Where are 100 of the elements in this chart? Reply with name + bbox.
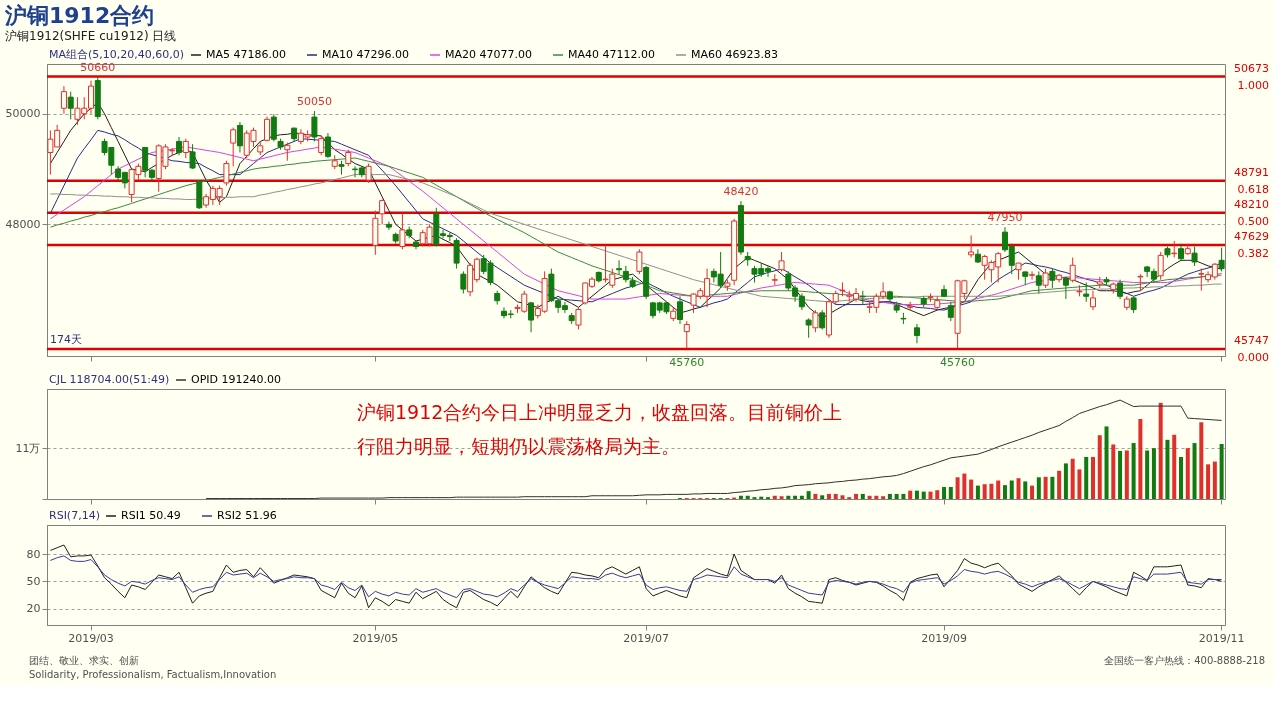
bar — [1104, 426, 1109, 499]
bar — [975, 485, 980, 499]
bar — [1084, 456, 1089, 499]
legend-title: CJL 118704.00(51:49) — [49, 373, 170, 386]
annotation: 45760 — [940, 356, 976, 370]
bar — [854, 493, 859, 499]
bar — [881, 496, 886, 499]
bar — [1118, 450, 1123, 499]
y-tick-label: 50 — [26, 574, 41, 588]
bar — [1219, 444, 1224, 499]
bar — [1009, 480, 1014, 499]
legend-label: MA60 46923.83 — [691, 48, 778, 61]
candlestick — [379, 198, 386, 225]
text: Solidarity, Professionalism, Factualism,Innovation — [29, 669, 277, 680]
bar — [1043, 476, 1048, 499]
y-tick-label: 50000 — [5, 107, 41, 121]
bar — [1070, 458, 1075, 499]
candlestick — [270, 113, 277, 142]
candlestick — [230, 127, 237, 167]
annotation: 50660 — [80, 61, 116, 75]
candlestick — [1157, 251, 1164, 281]
candlestick — [318, 135, 325, 156]
bar — [914, 490, 919, 499]
bar — [1050, 476, 1055, 499]
bar — [860, 493, 865, 499]
bar — [1057, 470, 1062, 499]
candlestick — [636, 248, 643, 275]
bar — [996, 480, 1001, 499]
candlestick — [182, 138, 189, 159]
candlestick — [1089, 290, 1096, 311]
bar — [779, 496, 784, 499]
ref-line-label: 47629 0.382 — [1234, 229, 1269, 260]
candlestick — [189, 143, 196, 170]
candlestick — [812, 309, 819, 333]
bar — [887, 493, 892, 499]
candlestick — [1069, 257, 1076, 283]
x-tick-label: 2019/03 — [68, 631, 114, 645]
bar — [928, 491, 933, 499]
candlestick — [575, 306, 582, 330]
bar — [935, 490, 940, 499]
bar — [894, 493, 899, 499]
bar — [1172, 434, 1177, 499]
candlestick — [913, 323, 920, 344]
chart-title: 沪铜1912合约 — [4, 3, 155, 28]
bar — [1036, 477, 1041, 499]
bar — [867, 495, 872, 499]
ref-line-label: 50673 1.000 — [1234, 61, 1269, 92]
y-tick-label: 11万 — [15, 441, 41, 455]
annotation: 45760 — [669, 356, 705, 370]
bar — [962, 473, 967, 499]
legend-title: RSI(7,14) — [49, 509, 100, 522]
bar — [840, 495, 845, 499]
candlestick — [264, 116, 271, 142]
candlestick — [1042, 268, 1049, 289]
bar — [826, 493, 831, 499]
line-series — [49, 555, 1223, 599]
bar — [793, 495, 798, 499]
candlestick — [819, 309, 826, 330]
ref-line-label: 48210 0.500 — [1234, 197, 1269, 228]
bar — [1002, 485, 1007, 499]
candlestick — [453, 237, 460, 270]
bar — [1206, 464, 1211, 499]
y-tick-label: 20 — [26, 602, 41, 616]
x-tick-label: 2019/09 — [921, 631, 967, 645]
candlestick — [223, 160, 230, 187]
candlestick — [311, 110, 318, 142]
candlestick — [1191, 246, 1198, 267]
ref-line-label: 45747 0.000 — [1234, 333, 1269, 364]
candlestick — [385, 221, 392, 231]
legend-label: MA20 47077.00 — [445, 48, 532, 61]
candlestick — [1218, 247, 1225, 272]
bar — [1199, 422, 1204, 499]
candlestick — [1117, 279, 1124, 300]
y-tick-label: 48000 — [5, 217, 41, 231]
candlestick — [236, 121, 243, 153]
x-tick-label: 2019/05 — [352, 631, 399, 645]
legend-title: MA组合(5,10,20,40,60,0) — [49, 48, 185, 61]
bar — [1030, 485, 1035, 499]
bar — [1212, 461, 1217, 499]
candlestick — [67, 91, 74, 120]
legend-label: OPID 191240.00 — [191, 373, 281, 386]
candlestick — [616, 259, 623, 275]
candlestick — [528, 301, 535, 333]
candlestick — [284, 142, 291, 162]
candlestick — [60, 85, 67, 115]
bar — [955, 477, 960, 499]
bar — [1111, 444, 1116, 499]
candlestick — [947, 301, 954, 322]
bar — [799, 495, 804, 499]
bar — [1131, 443, 1136, 499]
bar — [1178, 456, 1183, 499]
bar — [1165, 439, 1170, 499]
bar — [1097, 435, 1102, 499]
bar — [786, 495, 791, 499]
bar — [1023, 481, 1028, 499]
candlestick — [324, 132, 331, 159]
bar — [942, 486, 947, 499]
text: 团结、敬业、求实、创新 — [29, 655, 139, 666]
bar — [806, 491, 811, 499]
candlestick — [365, 163, 372, 184]
